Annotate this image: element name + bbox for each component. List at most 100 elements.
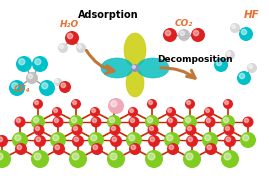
- Circle shape: [78, 45, 82, 49]
- Circle shape: [65, 31, 79, 45]
- Circle shape: [225, 50, 235, 60]
- Circle shape: [59, 81, 71, 93]
- Circle shape: [0, 153, 3, 160]
- Circle shape: [109, 125, 121, 136]
- Circle shape: [88, 132, 104, 148]
- Circle shape: [168, 118, 172, 122]
- Circle shape: [0, 135, 8, 147]
- Circle shape: [221, 150, 239, 168]
- Circle shape: [186, 125, 196, 136]
- Circle shape: [167, 116, 178, 128]
- Circle shape: [226, 137, 231, 142]
- Circle shape: [165, 30, 171, 36]
- Circle shape: [91, 135, 97, 141]
- Circle shape: [185, 99, 195, 109]
- Circle shape: [112, 137, 116, 142]
- Circle shape: [242, 116, 253, 128]
- Circle shape: [128, 107, 138, 117]
- Circle shape: [34, 153, 41, 160]
- Circle shape: [53, 143, 65, 155]
- Circle shape: [67, 33, 73, 39]
- Circle shape: [247, 63, 257, 73]
- Circle shape: [92, 109, 95, 112]
- Circle shape: [69, 115, 83, 129]
- Circle shape: [61, 83, 66, 88]
- Circle shape: [39, 80, 55, 96]
- Circle shape: [239, 27, 253, 41]
- Circle shape: [69, 150, 87, 168]
- Circle shape: [72, 135, 84, 147]
- Circle shape: [34, 135, 46, 147]
- Circle shape: [0, 150, 11, 168]
- Circle shape: [12, 132, 28, 148]
- Circle shape: [178, 29, 190, 41]
- Circle shape: [34, 125, 44, 136]
- Text: CO₂: CO₂: [175, 19, 193, 28]
- Circle shape: [71, 117, 77, 123]
- Circle shape: [239, 73, 245, 79]
- Circle shape: [109, 117, 115, 123]
- Circle shape: [232, 25, 235, 29]
- Circle shape: [74, 137, 79, 142]
- Text: CF₄: CF₄: [14, 85, 31, 94]
- Circle shape: [42, 83, 48, 89]
- Circle shape: [12, 83, 18, 89]
- Circle shape: [204, 107, 214, 117]
- Circle shape: [92, 118, 97, 122]
- Circle shape: [164, 132, 180, 148]
- Circle shape: [15, 135, 21, 141]
- Circle shape: [33, 99, 43, 109]
- Circle shape: [167, 143, 179, 155]
- Circle shape: [53, 135, 59, 141]
- Circle shape: [54, 78, 62, 86]
- Circle shape: [206, 118, 211, 122]
- Text: HF: HF: [244, 10, 260, 20]
- Circle shape: [111, 101, 115, 105]
- Ellipse shape: [101, 58, 133, 78]
- Circle shape: [107, 115, 121, 129]
- Circle shape: [26, 72, 38, 84]
- Circle shape: [0, 137, 3, 142]
- Circle shape: [168, 109, 172, 112]
- Circle shape: [249, 65, 253, 68]
- Circle shape: [223, 99, 233, 109]
- Circle shape: [185, 117, 191, 123]
- Circle shape: [35, 126, 40, 131]
- Circle shape: [224, 135, 236, 147]
- Circle shape: [148, 153, 155, 160]
- Circle shape: [31, 150, 49, 168]
- Circle shape: [214, 58, 228, 72]
- Ellipse shape: [126, 69, 144, 97]
- Circle shape: [52, 116, 63, 128]
- Circle shape: [93, 145, 98, 150]
- Circle shape: [90, 107, 100, 117]
- Circle shape: [145, 150, 163, 168]
- Circle shape: [230, 23, 240, 33]
- Circle shape: [72, 153, 79, 160]
- Circle shape: [166, 107, 176, 117]
- Circle shape: [91, 143, 103, 155]
- Circle shape: [180, 31, 185, 36]
- Circle shape: [225, 126, 229, 131]
- Circle shape: [36, 137, 41, 142]
- Circle shape: [244, 118, 249, 122]
- Circle shape: [243, 135, 249, 141]
- Circle shape: [28, 74, 33, 79]
- Text: H₂O: H₂O: [60, 20, 79, 29]
- Circle shape: [60, 45, 63, 49]
- Circle shape: [55, 145, 60, 150]
- Circle shape: [147, 117, 153, 123]
- Circle shape: [223, 117, 229, 123]
- Circle shape: [50, 132, 66, 148]
- Circle shape: [16, 118, 20, 122]
- Circle shape: [129, 135, 135, 141]
- Circle shape: [188, 137, 193, 142]
- Circle shape: [241, 29, 247, 35]
- Circle shape: [111, 101, 117, 107]
- Circle shape: [131, 145, 136, 150]
- Circle shape: [237, 71, 251, 85]
- Circle shape: [31, 115, 45, 129]
- Circle shape: [54, 109, 58, 112]
- Circle shape: [224, 153, 231, 160]
- Circle shape: [225, 101, 228, 105]
